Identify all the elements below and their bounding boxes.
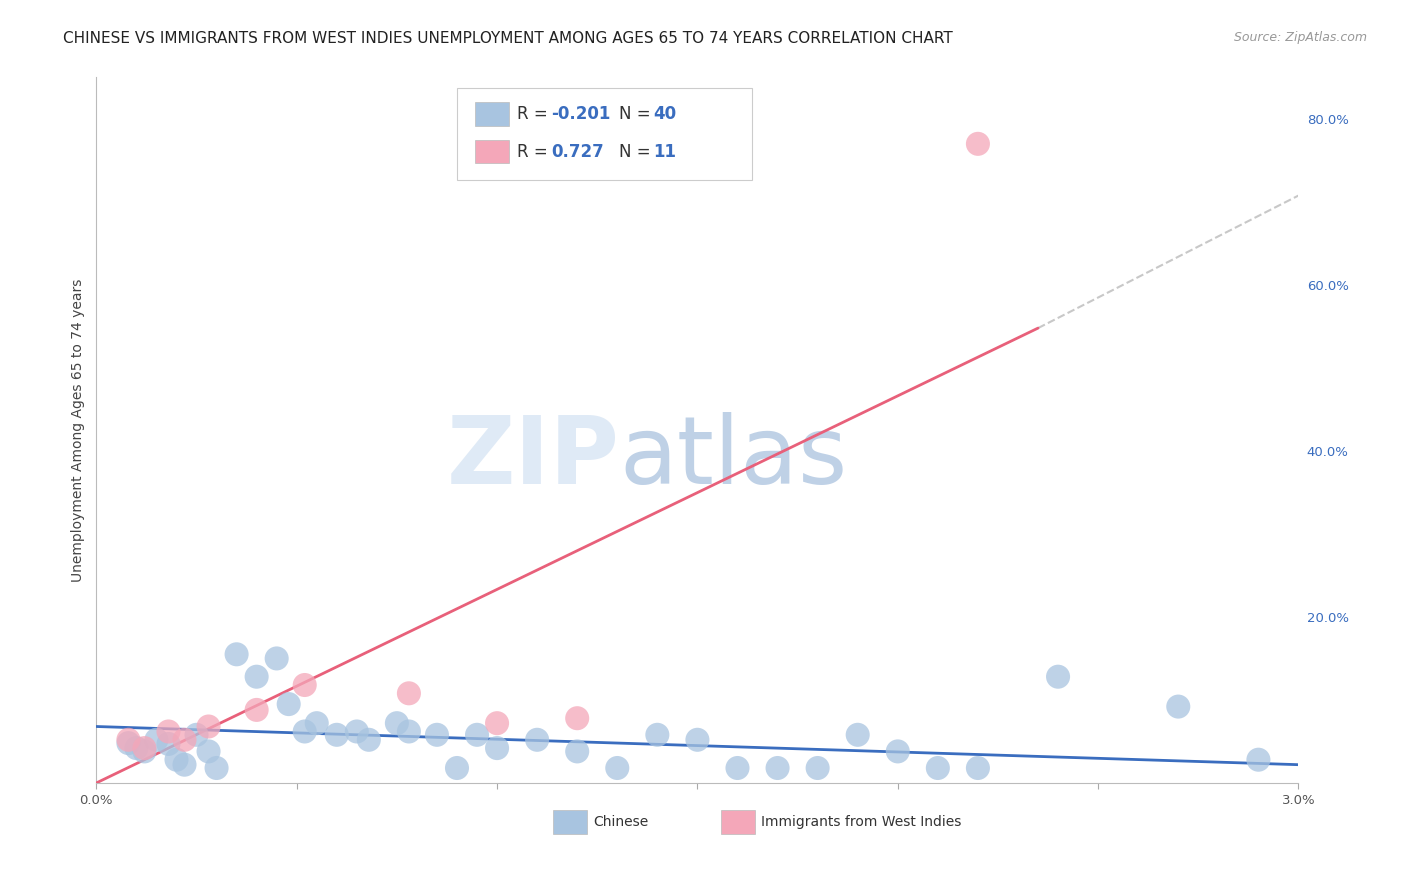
- Point: [647, 728, 669, 742]
- Point: [173, 732, 195, 747]
- Point: [294, 678, 316, 692]
- Point: [117, 736, 139, 750]
- Text: R =: R =: [517, 143, 553, 161]
- Point: [157, 724, 180, 739]
- FancyBboxPatch shape: [721, 811, 755, 834]
- Point: [526, 732, 548, 747]
- Text: 40: 40: [652, 105, 676, 123]
- Point: [486, 716, 509, 731]
- Point: [246, 703, 269, 717]
- Text: N =: N =: [619, 143, 657, 161]
- Point: [117, 732, 139, 747]
- Text: Immigrants from West Indies: Immigrants from West Indies: [761, 815, 962, 830]
- Text: CHINESE VS IMMIGRANTS FROM WEST INDIES UNEMPLOYMENT AMONG AGES 65 TO 74 YEARS CO: CHINESE VS IMMIGRANTS FROM WEST INDIES U…: [63, 31, 953, 46]
- Point: [567, 711, 589, 725]
- FancyBboxPatch shape: [475, 140, 509, 163]
- Point: [157, 737, 180, 751]
- Point: [357, 732, 380, 747]
- Point: [398, 724, 420, 739]
- Point: [166, 753, 188, 767]
- Point: [305, 716, 328, 731]
- Point: [205, 761, 228, 775]
- Point: [346, 724, 368, 739]
- Text: R =: R =: [517, 105, 553, 123]
- Y-axis label: Unemployment Among Ages 65 to 74 years: Unemployment Among Ages 65 to 74 years: [72, 278, 86, 582]
- Text: atlas: atlas: [619, 412, 848, 504]
- Point: [686, 732, 709, 747]
- Point: [1167, 699, 1189, 714]
- Point: [967, 761, 990, 775]
- Text: ZIP: ZIP: [447, 412, 619, 504]
- Point: [807, 761, 830, 775]
- Point: [887, 744, 910, 758]
- Point: [266, 651, 288, 665]
- Point: [727, 761, 749, 775]
- Point: [197, 719, 219, 733]
- FancyBboxPatch shape: [457, 88, 752, 180]
- Point: [398, 686, 420, 700]
- Point: [426, 728, 449, 742]
- Point: [326, 728, 349, 742]
- Point: [567, 744, 589, 758]
- Point: [927, 761, 949, 775]
- FancyBboxPatch shape: [475, 103, 509, 126]
- Text: -0.201: -0.201: [551, 105, 610, 123]
- Text: 11: 11: [652, 143, 676, 161]
- Point: [846, 728, 869, 742]
- Point: [465, 728, 488, 742]
- FancyBboxPatch shape: [553, 811, 586, 834]
- Point: [385, 716, 408, 731]
- Point: [486, 741, 509, 756]
- Point: [145, 732, 167, 747]
- Point: [134, 741, 156, 756]
- Point: [277, 697, 299, 711]
- Point: [766, 761, 789, 775]
- Text: N =: N =: [619, 105, 657, 123]
- Text: Source: ZipAtlas.com: Source: ZipAtlas.com: [1233, 31, 1367, 45]
- Point: [294, 724, 316, 739]
- Point: [125, 741, 148, 756]
- Point: [1047, 670, 1070, 684]
- Point: [225, 648, 247, 662]
- Point: [1247, 753, 1270, 767]
- Point: [967, 136, 990, 151]
- Point: [246, 670, 269, 684]
- Point: [173, 757, 195, 772]
- Text: 0.727: 0.727: [551, 143, 603, 161]
- Point: [186, 728, 208, 742]
- Point: [134, 744, 156, 758]
- Point: [606, 761, 628, 775]
- Point: [446, 761, 468, 775]
- Point: [197, 744, 219, 758]
- Text: Chinese: Chinese: [593, 815, 648, 830]
